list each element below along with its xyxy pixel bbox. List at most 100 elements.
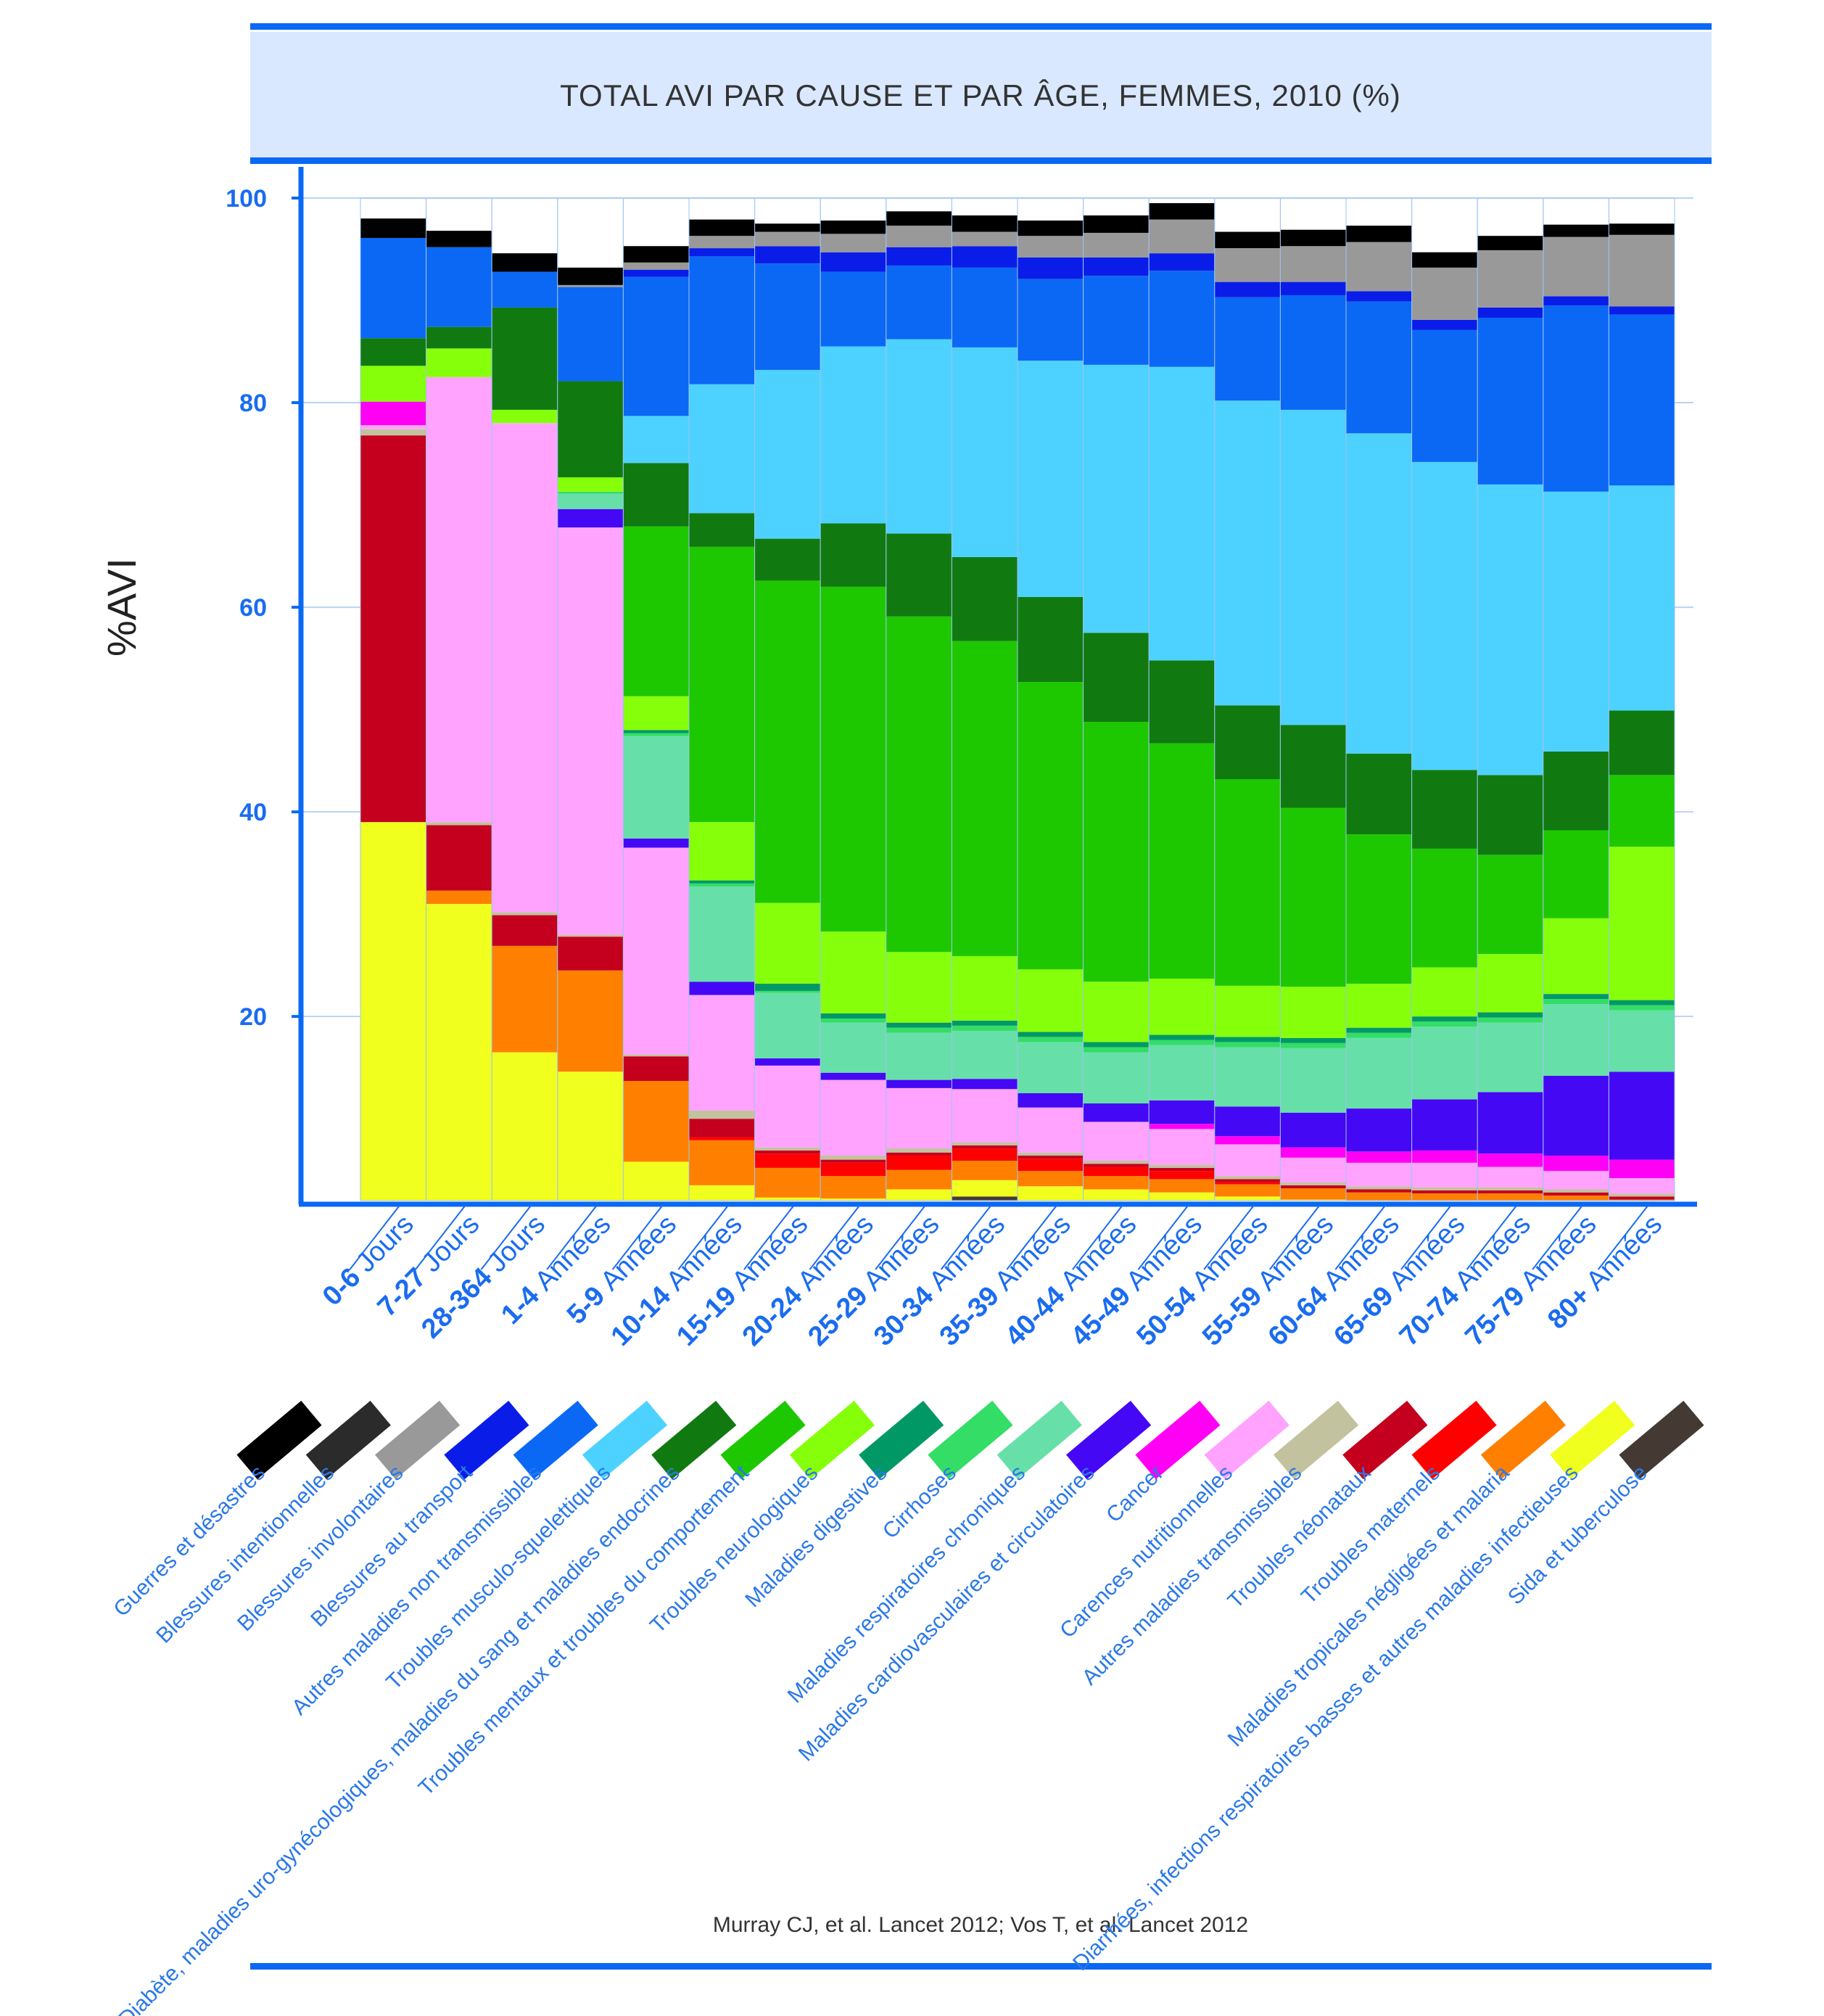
bar-segment xyxy=(1149,1192,1215,1201)
legend-swatch xyxy=(651,1400,737,1480)
bar-segment xyxy=(1543,1195,1609,1201)
bar-segment xyxy=(1214,297,1281,401)
legend-swatch xyxy=(1342,1400,1428,1480)
x-tick-leader xyxy=(1268,1204,1321,1270)
bar-segment xyxy=(952,1089,1018,1143)
bar-segment xyxy=(754,369,821,539)
bar-segment xyxy=(1609,1000,1675,1005)
x-tick-leader xyxy=(415,1204,467,1270)
bar-segment xyxy=(1477,1022,1543,1093)
bar-segment xyxy=(886,616,952,953)
x-tick-leader xyxy=(875,1204,927,1270)
legend-swatch xyxy=(996,1400,1082,1480)
bar-segment xyxy=(952,231,1018,247)
bar-segment xyxy=(1543,236,1609,297)
bar-segment xyxy=(1346,753,1412,835)
bar-segment xyxy=(1149,203,1215,220)
bar-segment xyxy=(360,429,426,436)
bar-segment xyxy=(952,641,1018,956)
bar-segment xyxy=(1543,1192,1609,1196)
bar-segment xyxy=(1411,329,1478,462)
bar-segment xyxy=(886,1032,952,1080)
bar-segment xyxy=(952,1180,1018,1197)
bar-segment xyxy=(557,284,624,287)
bar-stack xyxy=(1345,197,1413,1201)
bar-segment xyxy=(689,886,755,982)
bar-stack xyxy=(688,197,756,1201)
bar-segment xyxy=(1543,305,1609,492)
bar-segment xyxy=(754,1150,821,1154)
bar-segment xyxy=(820,346,886,524)
bar-segment xyxy=(1083,1122,1150,1161)
y-tick-label: 20 xyxy=(239,1003,267,1031)
bar-segment xyxy=(360,435,426,823)
bar-segment xyxy=(557,937,624,971)
x-tick-leader xyxy=(1006,1204,1059,1270)
bar-segment xyxy=(1543,994,1609,1000)
bar-segment xyxy=(1609,1010,1675,1072)
bar-segment xyxy=(886,211,952,226)
bar-segment xyxy=(886,247,952,266)
bar-stack xyxy=(426,197,492,1201)
bar-segment xyxy=(952,347,1018,557)
bar-segment xyxy=(1083,1176,1150,1190)
bar-segment xyxy=(1280,1147,1346,1158)
bar-segment xyxy=(623,276,689,416)
bar-segment xyxy=(1083,257,1150,276)
bar-segment xyxy=(754,984,821,991)
bar-segment xyxy=(1083,364,1150,633)
bar-segment xyxy=(1083,232,1150,258)
bar-segment xyxy=(886,533,952,617)
bar-segment xyxy=(754,1065,821,1148)
bar-segment xyxy=(1411,1187,1478,1190)
bar-segment xyxy=(1411,1016,1478,1022)
x-tick-leader xyxy=(940,1204,993,1270)
bar-segment xyxy=(623,463,689,527)
bar-segment xyxy=(557,1071,624,1201)
bar-segment xyxy=(689,546,755,823)
bar-segment xyxy=(1411,1193,1478,1201)
bar-segment xyxy=(1214,705,1281,779)
bar-segment xyxy=(952,1161,1018,1180)
bar-segment xyxy=(886,1169,952,1190)
bar-segment xyxy=(623,838,689,848)
bar-segment xyxy=(886,1087,952,1149)
x-tick-leader xyxy=(1072,1204,1124,1270)
bar-segment xyxy=(1018,1042,1084,1093)
bar-segment xyxy=(820,586,886,932)
bar-segment xyxy=(820,252,886,272)
bar-segment xyxy=(1018,1159,1084,1172)
bar-segment xyxy=(886,1155,952,1170)
bar-segment xyxy=(886,1022,952,1028)
bar-segment xyxy=(557,527,624,935)
bar-segment xyxy=(1477,1012,1543,1018)
bar-segment xyxy=(1018,969,1084,1032)
legend-swatch xyxy=(1066,1400,1152,1480)
bar-segment xyxy=(1543,830,1609,918)
source-note: Murray CJ, et al. Lancet 2012; Vos T, et… xyxy=(713,1913,1248,1937)
bar-segment xyxy=(1411,461,1478,770)
bar-segment xyxy=(492,271,558,308)
bar-segment xyxy=(1543,1171,1609,1190)
bar-segment xyxy=(1346,1192,1412,1201)
bar-segment xyxy=(886,1152,952,1156)
bar-segment xyxy=(952,955,1018,1021)
bar-segment xyxy=(1477,250,1543,308)
x-tick-leader xyxy=(546,1204,598,1270)
bar-segment xyxy=(689,1137,755,1140)
bar-segment xyxy=(1543,1155,1609,1172)
bar-segment xyxy=(689,256,755,384)
bar-segment xyxy=(820,1079,886,1156)
bar-segment xyxy=(492,912,558,916)
bar-segment xyxy=(623,847,689,1055)
bar-segment xyxy=(1609,234,1675,307)
bar-segment xyxy=(1477,1187,1543,1190)
bar-segment xyxy=(557,267,624,285)
bar-segment xyxy=(1477,1017,1543,1023)
bar-segment xyxy=(1214,1047,1281,1107)
bar-segment xyxy=(1280,1199,1346,1201)
x-tick-leader xyxy=(1137,1204,1190,1270)
bar-segment xyxy=(820,1013,886,1019)
bar-stack xyxy=(1083,197,1150,1201)
legend-swatch xyxy=(1411,1400,1497,1480)
